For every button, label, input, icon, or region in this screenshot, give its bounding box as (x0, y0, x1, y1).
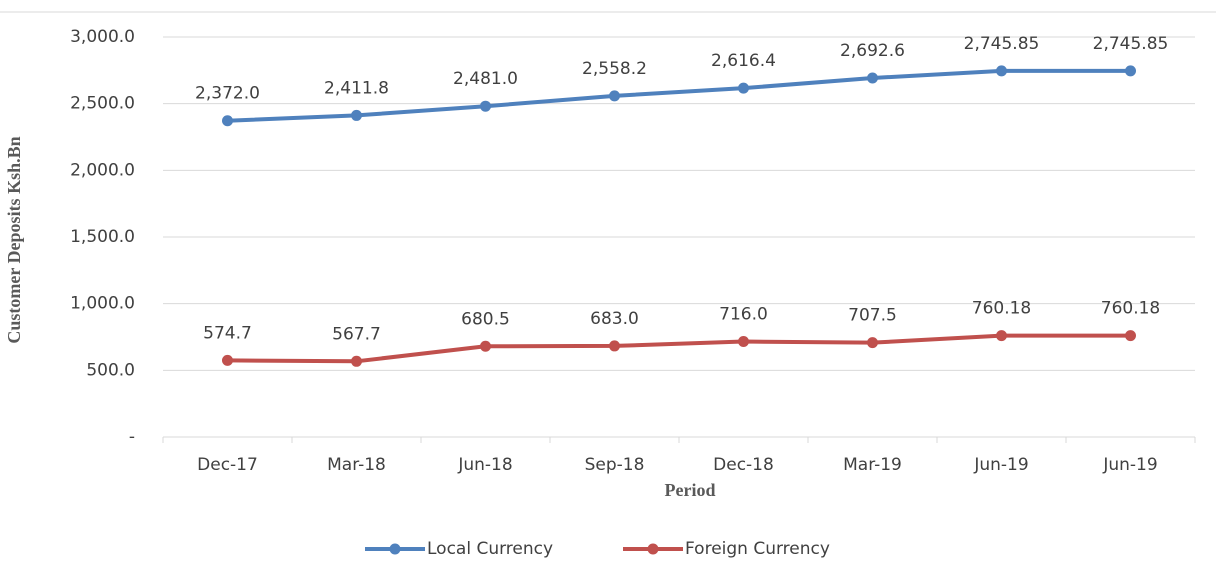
series-line (227, 333, 1131, 364)
x-tick-label: Dec-18 (713, 455, 774, 475)
data-point (738, 82, 749, 94)
data-point (1125, 330, 1136, 342)
data-label: 2,745.85 (964, 34, 1040, 54)
series-line (227, 68, 1131, 123)
x-tick-label: Sep-18 (585, 455, 645, 475)
data-label: 2,411.8 (324, 78, 389, 98)
data-label: 567.7 (332, 324, 381, 344)
y-axis-title: Customer Deposits Ksh.Bn (4, 136, 24, 343)
x-tick-label: Dec-17 (197, 455, 258, 475)
y-tick-label: 1,000.0 (70, 294, 135, 314)
data-label: 2,745.85 (1093, 34, 1169, 54)
data-label: 707.5 (848, 306, 897, 326)
x-tick-label: Jun-19 (1102, 455, 1157, 475)
data-point (867, 72, 878, 84)
data-label: 760.18 (1101, 299, 1160, 319)
data-label: 2,558.2 (582, 59, 647, 79)
data-label: 683.0 (590, 309, 639, 329)
x-axis-title: Period (665, 480, 716, 500)
data-label: 716.0 (719, 305, 768, 325)
x-tick-label: Mar-18 (327, 455, 386, 475)
data-point (1125, 65, 1136, 77)
data-point (738, 336, 749, 348)
legend-marker (647, 543, 659, 555)
data-label: 2,481.0 (453, 69, 518, 89)
x-tick-label: Jun-19 (973, 455, 1028, 475)
data-point (609, 90, 620, 102)
y-tick-label: - (129, 427, 135, 447)
y-tick-label: 3,000.0 (70, 27, 135, 47)
data-point (996, 65, 1007, 77)
x-tick-label: Jun-18 (457, 455, 512, 475)
data-point (867, 337, 878, 349)
y-tick-label: 2,500.0 (70, 94, 135, 114)
data-point (222, 115, 233, 127)
legend-marker (389, 543, 401, 555)
data-label: 2,692.6 (840, 41, 905, 61)
data-point (480, 340, 491, 352)
data-point (609, 340, 620, 352)
y-tick-label: 500.0 (86, 360, 135, 380)
data-point (480, 100, 491, 112)
data-point (351, 109, 362, 121)
data-label: 574.7 (203, 323, 252, 343)
data-label: 680.5 (461, 309, 510, 329)
x-tick-label: Mar-19 (843, 455, 902, 475)
legend-label: Foreign Currency (685, 539, 830, 559)
y-tick-label: 2,000.0 (70, 160, 135, 180)
data-point (351, 355, 362, 367)
legend-label: Local Currency (427, 539, 553, 559)
y-tick-label: 1,500.0 (70, 227, 135, 247)
data-point (996, 330, 1007, 342)
data-label: 2,616.4 (711, 51, 776, 71)
data-label: 2,372.0 (195, 84, 260, 104)
data-label: 760.18 (972, 299, 1031, 319)
data-point (222, 354, 233, 366)
